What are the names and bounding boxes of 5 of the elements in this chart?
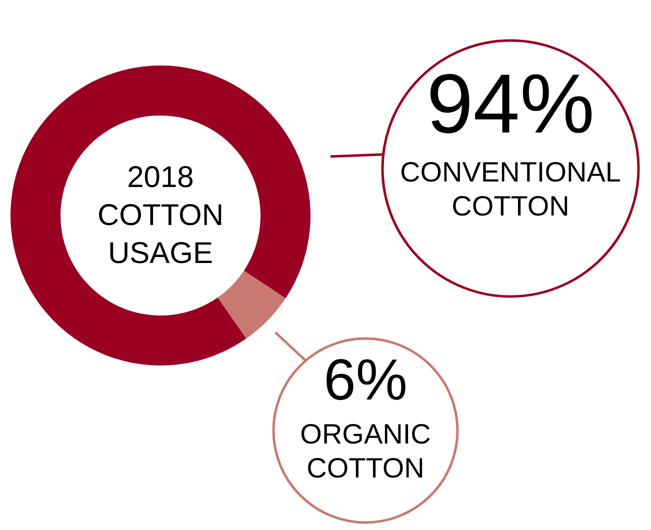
data-label: 94% [426, 56, 595, 150]
slice-label: ORGANIC COTTON [300, 418, 431, 484]
data-label: 6% [324, 348, 408, 412]
text: 2018 COTTON USAGE [97, 161, 224, 270]
legend-label: CONVENTIONAL COTTON [400, 156, 621, 222]
